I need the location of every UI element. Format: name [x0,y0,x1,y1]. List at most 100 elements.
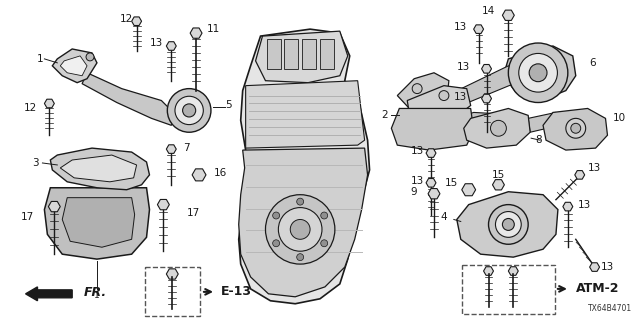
Circle shape [529,64,547,82]
Polygon shape [62,198,134,247]
Circle shape [519,53,557,92]
FancyArrow shape [26,287,72,301]
Polygon shape [60,155,136,182]
Circle shape [266,195,335,264]
Text: 2: 2 [381,110,388,120]
Text: 5: 5 [225,100,232,110]
Text: 7: 7 [183,143,189,153]
Circle shape [273,212,280,219]
Text: 12: 12 [24,103,37,114]
Text: 13: 13 [454,22,467,32]
Polygon shape [60,56,87,76]
Polygon shape [246,81,365,148]
Polygon shape [464,108,530,148]
Polygon shape [190,28,202,38]
Polygon shape [484,267,493,275]
Polygon shape [44,188,150,259]
Polygon shape [52,49,97,83]
Polygon shape [589,263,600,271]
Polygon shape [528,112,560,132]
Text: 6: 6 [589,58,596,68]
Text: 12: 12 [120,14,133,24]
Text: 3: 3 [32,158,39,168]
Circle shape [278,208,322,251]
Polygon shape [504,46,576,99]
Text: 1: 1 [94,291,100,300]
Text: 10: 10 [613,113,626,124]
Circle shape [297,198,303,205]
Polygon shape [44,99,54,108]
Text: 13: 13 [410,146,424,156]
Text: 4: 4 [440,212,447,222]
Text: 9: 9 [411,187,417,197]
Polygon shape [508,267,518,275]
Polygon shape [493,180,504,190]
Polygon shape [392,108,474,150]
Text: 13: 13 [410,176,424,186]
Circle shape [439,91,449,100]
Circle shape [488,204,528,244]
Polygon shape [461,184,476,196]
Polygon shape [166,145,176,153]
Text: FR.: FR. [84,286,107,299]
Polygon shape [426,179,436,187]
Text: 8: 8 [535,135,541,145]
Text: 13: 13 [588,163,601,173]
Polygon shape [575,171,585,179]
Polygon shape [192,169,206,181]
Polygon shape [51,148,150,190]
Text: 13: 13 [150,38,163,48]
Polygon shape [239,29,369,304]
Text: 13: 13 [601,262,614,272]
Polygon shape [502,10,515,20]
Circle shape [571,123,580,133]
Circle shape [167,89,211,132]
Text: 17: 17 [21,212,34,222]
Text: ATM-2: ATM-2 [576,282,620,295]
Bar [284,39,298,69]
Text: 15: 15 [492,170,505,180]
Text: TX64B4701: TX64B4701 [588,304,632,313]
Polygon shape [481,65,492,73]
Text: 15: 15 [445,178,458,188]
Polygon shape [239,148,367,297]
Polygon shape [543,108,607,150]
Text: E-13: E-13 [221,285,252,298]
Bar [302,39,316,69]
Circle shape [175,96,204,124]
Polygon shape [457,192,558,257]
Polygon shape [82,73,176,125]
Text: 11: 11 [207,24,221,34]
Circle shape [321,240,328,247]
Polygon shape [397,73,449,110]
Polygon shape [441,66,520,108]
Polygon shape [157,199,170,210]
Circle shape [291,220,310,239]
Circle shape [321,212,328,219]
Bar [320,39,334,69]
Circle shape [566,118,586,138]
Circle shape [508,43,568,102]
Polygon shape [454,112,526,135]
Polygon shape [166,42,176,50]
Text: 17: 17 [186,208,200,218]
Circle shape [490,120,506,136]
Circle shape [502,219,515,230]
Polygon shape [563,202,573,211]
Polygon shape [255,31,348,83]
Circle shape [412,84,422,93]
Text: 13: 13 [457,62,470,72]
Polygon shape [166,269,179,279]
Circle shape [297,254,303,260]
Text: 16: 16 [214,168,227,178]
Text: 13: 13 [454,92,467,101]
Polygon shape [407,86,470,118]
Polygon shape [426,149,436,157]
Circle shape [495,212,521,237]
Polygon shape [49,202,60,212]
Polygon shape [132,17,141,26]
Polygon shape [481,94,492,103]
Polygon shape [428,188,440,199]
Text: 1: 1 [37,54,44,64]
Text: 13: 13 [578,200,591,210]
